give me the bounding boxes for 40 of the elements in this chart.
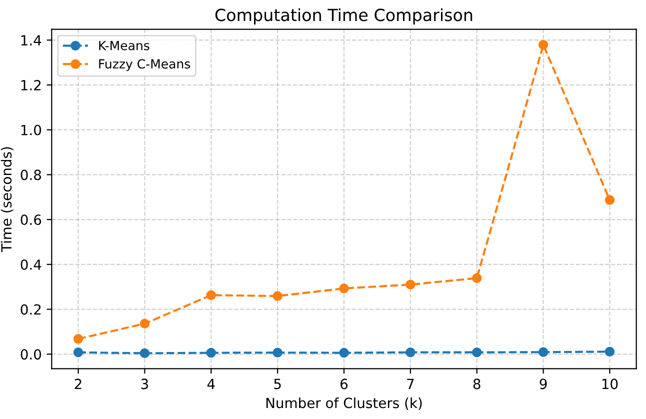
y-axis-title: Time (seconds): [0, 147, 14, 252]
point: [604, 195, 615, 205]
point: [472, 347, 482, 358]
x-tick-label: 2: [74, 378, 82, 389]
x-axis-title: Number of Clusters (k): [266, 397, 422, 410]
point: [73, 347, 84, 358]
point: [472, 273, 482, 283]
point: [140, 318, 150, 328]
point: [406, 347, 416, 358]
y-tick-label: 0.8: [20, 170, 42, 180]
point: [73, 334, 84, 344]
point: [272, 348, 282, 358]
legend-label: K-Means: [99, 40, 150, 50]
point: [206, 290, 216, 300]
point: [272, 291, 282, 301]
x-tick-label: 7: [407, 378, 414, 389]
point: [406, 280, 416, 290]
point: [538, 40, 548, 50]
y-tick-label: 1.4: [21, 35, 42, 46]
x-tick-label: 4: [207, 378, 215, 389]
point: [604, 346, 615, 357]
chart-title: Computation Time Comparison: [215, 8, 472, 24]
y-tick-label: 1.0: [21, 124, 42, 136]
x-tick-label: 5: [274, 378, 281, 390]
x-tick-label: 10: [602, 378, 618, 390]
point: [339, 284, 349, 294]
y-tick-label: 0.0: [20, 349, 42, 360]
y-tick-label: 0.6: [20, 214, 42, 226]
point: [339, 348, 349, 358]
x-tick-label: 9: [540, 378, 547, 390]
y-tick-label: 0.4: [20, 259, 42, 270]
point: [140, 348, 150, 358]
x-tick-label: 8: [473, 378, 480, 390]
y-tick-label: 1.2: [21, 80, 41, 90]
point: [538, 347, 548, 357]
point: [206, 348, 216, 358]
x-tick-label: 6: [340, 378, 348, 390]
y-tick-label: 0.2: [20, 304, 41, 315]
x-tick-label: 3: [141, 378, 148, 390]
legend-label: Fuzzy C-Means: [99, 59, 190, 72]
